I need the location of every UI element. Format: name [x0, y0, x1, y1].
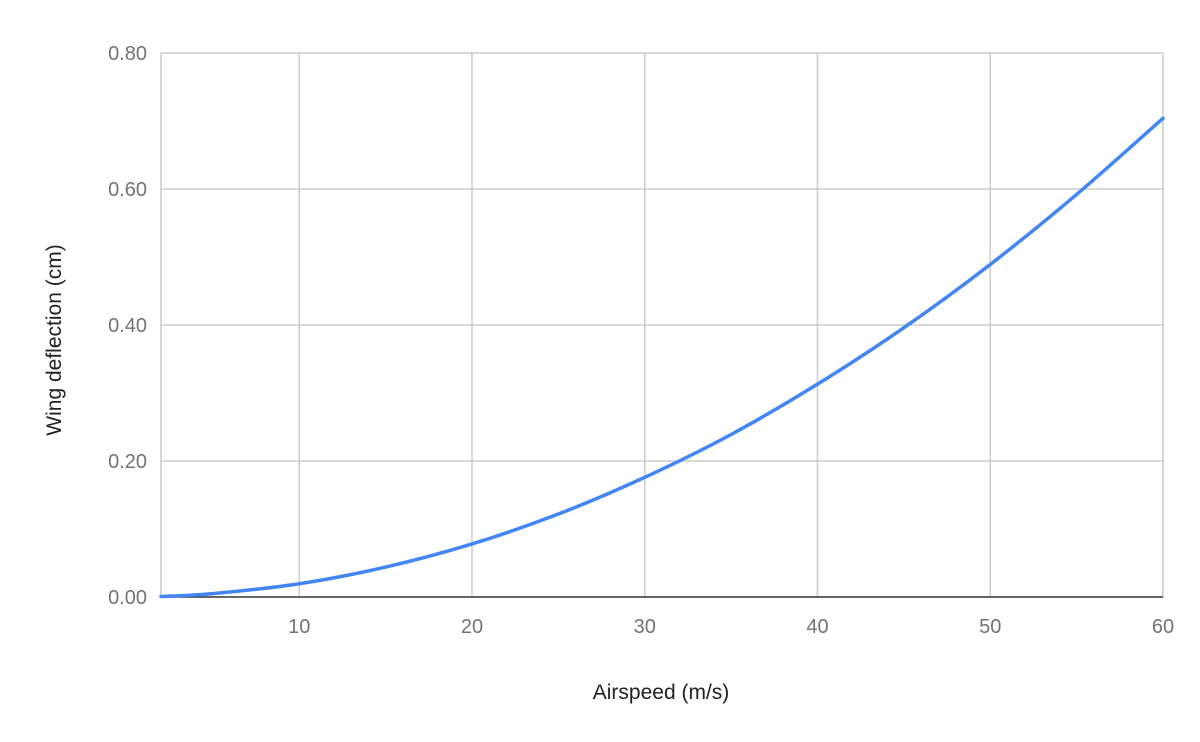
- x-tick-label: 10: [288, 616, 310, 638]
- y-tick-labels: 0.00 0.20 0.40 0.60 0.80: [108, 43, 147, 609]
- y-tick-label: 0.60: [108, 179, 147, 201]
- x-tick-label: 50: [979, 616, 1001, 638]
- x-tick-label: 20: [461, 616, 483, 638]
- x-axis-title: Airspeed (m/s): [593, 681, 730, 704]
- x-tick-label: 60: [1152, 616, 1174, 638]
- y-axis-title: Wing deflection (cm): [43, 244, 66, 435]
- grid: [160, 52, 1164, 597]
- y-tick-label: 0.80: [108, 43, 147, 65]
- series-group: [159, 116, 1165, 599]
- y-tick-label: 0.40: [108, 315, 147, 337]
- x-tick-label: 30: [634, 616, 656, 638]
- x-tick-label: 40: [806, 616, 828, 638]
- y-tick-label: 0.00: [108, 587, 147, 609]
- series-line-0: [159, 116, 1165, 599]
- x-tick-labels: 10 20 30 40 50 60: [288, 616, 1174, 638]
- y-tick-label: 0.20: [108, 451, 147, 473]
